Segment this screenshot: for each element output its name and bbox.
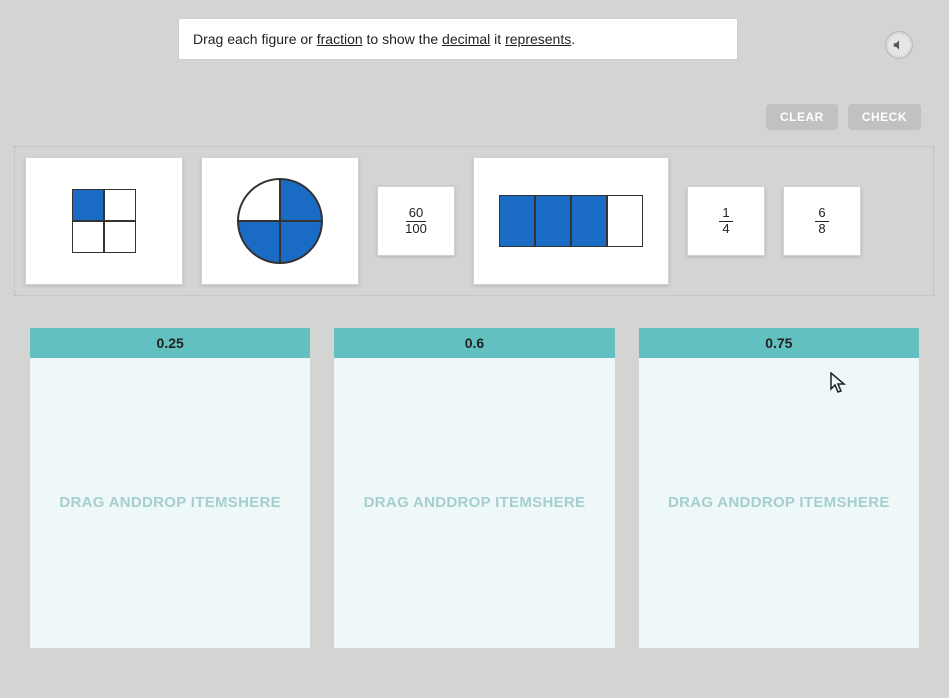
fraction-label: 14	[719, 206, 732, 236]
fraction-label: 68	[815, 206, 828, 236]
grid-figure-icon	[72, 189, 136, 253]
draggable-frac-6-8[interactable]: 68	[783, 186, 861, 256]
check-button[interactable]: CHECK	[848, 104, 921, 130]
draggable-bar-3-of-4[interactable]	[473, 157, 669, 285]
instruction-text: Drag each figure or fraction to show the…	[193, 31, 575, 47]
dropzone-header: 0.25	[30, 328, 310, 358]
dropzone-body[interactable]: DRAG ANDDROP ITEMSHERE	[30, 358, 310, 648]
dropzone-row: 0.25DRAG ANDDROP ITEMSHERE0.6DRAG ANDDRO…	[30, 328, 919, 648]
speaker-icon	[892, 38, 906, 52]
draggable-frac-60-100[interactable]: 60100	[377, 186, 455, 256]
audio-button[interactable]	[885, 31, 913, 59]
instruction-bar: Drag each figure or fraction to show the…	[178, 18, 738, 60]
action-buttons: CLEAR CHECK	[766, 104, 921, 130]
dropzone-0.6[interactable]: 0.6DRAG ANDDROP ITEMSHERE	[334, 328, 614, 648]
draggable-frac-1-4[interactable]: 14	[687, 186, 765, 256]
bar-figure-icon	[499, 195, 643, 247]
dropzone-0.25[interactable]: 0.25DRAG ANDDROP ITEMSHERE	[30, 328, 310, 648]
fraction-label: 60100	[402, 206, 430, 236]
dropzone-header: 0.75	[639, 328, 919, 358]
draggable-source-strip: 60100 14 68	[14, 146, 934, 296]
dropzone-body[interactable]: DRAG ANDDROP ITEMSHERE	[334, 358, 614, 648]
clear-button[interactable]: CLEAR	[766, 104, 838, 130]
dropzone-body[interactable]: DRAG ANDDROP ITEMSHERE	[639, 358, 919, 648]
dropzone-header: 0.6	[334, 328, 614, 358]
draggable-square-1-of-4[interactable]	[25, 157, 183, 285]
dropzone-0.75[interactable]: 0.75DRAG ANDDROP ITEMSHERE	[639, 328, 919, 648]
pie-figure-icon	[236, 177, 324, 265]
draggable-circle-3-of-4[interactable]	[201, 157, 359, 285]
